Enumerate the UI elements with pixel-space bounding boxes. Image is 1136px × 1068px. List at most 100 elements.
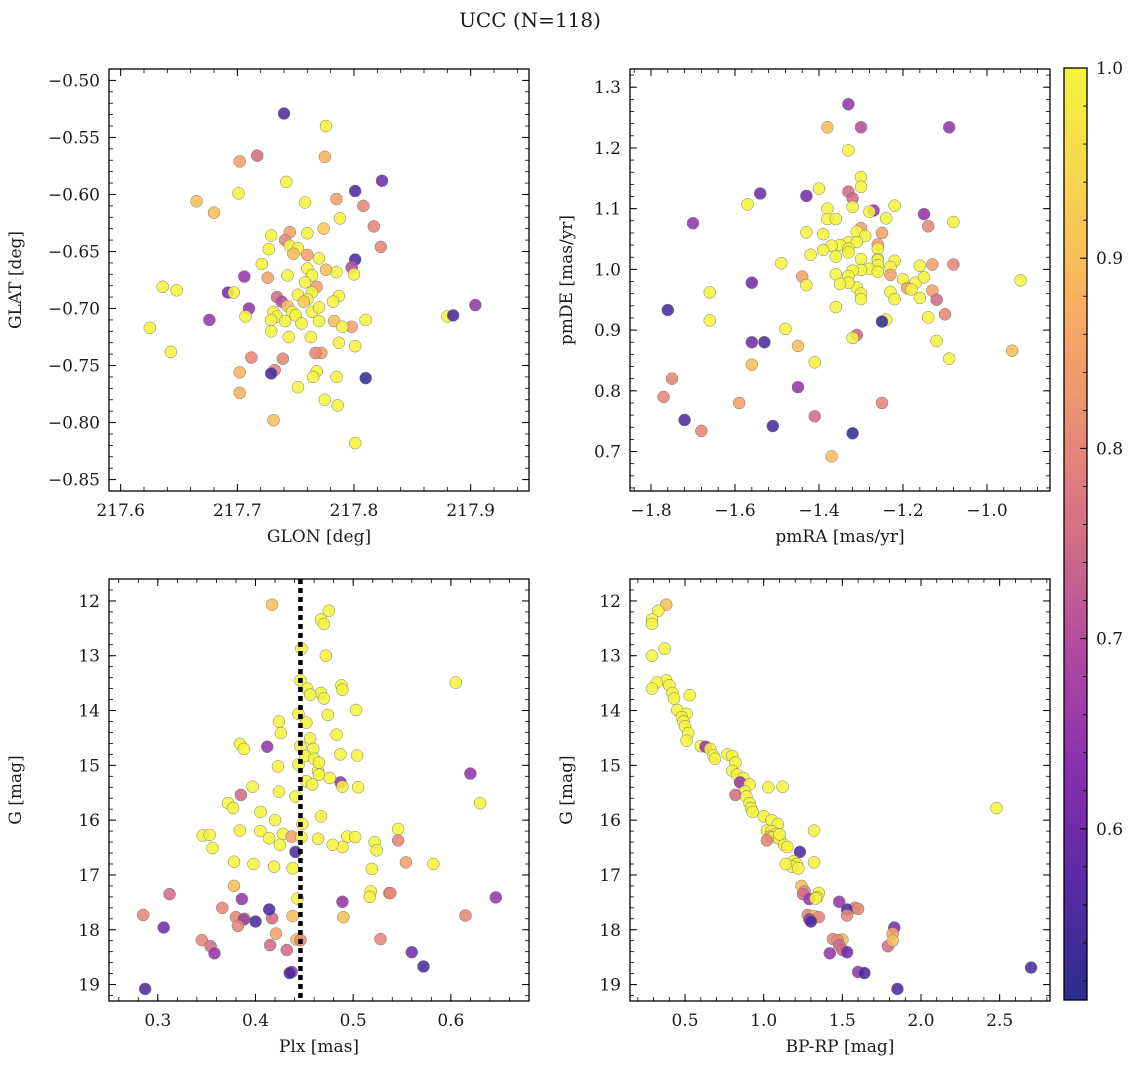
data-point	[854, 180, 868, 194]
data-point	[264, 313, 278, 327]
data-point	[143, 321, 157, 335]
data-point	[334, 748, 347, 761]
data-point	[926, 258, 939, 271]
data-point	[156, 280, 169, 294]
data-point	[262, 903, 276, 916]
data-point	[846, 331, 859, 345]
data-point	[464, 767, 477, 780]
data-point	[391, 834, 405, 847]
data-point	[265, 598, 279, 612]
axes-frame	[108, 578, 530, 1002]
data-point	[312, 756, 326, 769]
data-point	[667, 692, 681, 705]
data-point	[370, 844, 383, 857]
data-point	[336, 780, 349, 793]
data-point	[816, 243, 830, 257]
data-point	[942, 352, 956, 365]
x-tick-label: −1.0	[966, 501, 1007, 521]
data-point	[278, 314, 292, 328]
data-point	[791, 339, 805, 353]
data-point	[261, 271, 274, 284]
data-point	[703, 286, 717, 299]
data-point	[264, 367, 278, 380]
data-point	[282, 330, 295, 344]
data-point	[913, 291, 927, 305]
x-tick-label: 217.9	[446, 501, 495, 521]
data-point	[808, 356, 822, 369]
data-point	[776, 780, 789, 793]
y-tick-label: 13	[78, 647, 100, 667]
data-point	[990, 801, 1003, 815]
data-point	[489, 891, 503, 904]
data-point	[234, 788, 248, 802]
data-point	[246, 780, 259, 793]
data-point	[875, 315, 889, 328]
data-point	[260, 740, 274, 753]
data-point	[863, 205, 876, 218]
y-tick-label: −0.80	[48, 414, 100, 434]
y-tick-label: 13	[599, 647, 621, 667]
y-tick-label: 18	[78, 921, 100, 941]
y-axis-label: GLAT [deg]	[6, 231, 26, 329]
data-point	[298, 276, 312, 289]
data-point	[286, 862, 299, 875]
data-point	[854, 252, 868, 266]
y-axis-label: G [mag]	[6, 755, 26, 824]
data-point	[942, 121, 956, 134]
data-point	[829, 250, 843, 263]
data-point	[686, 216, 700, 230]
x-tick-label: 0.6	[437, 1011, 464, 1031]
data-point	[304, 330, 318, 344]
data-point	[277, 107, 291, 120]
x-tick-label: 2.5	[986, 1011, 1013, 1031]
data-point	[226, 801, 240, 815]
data-point	[363, 890, 377, 904]
y-tick-label: −0.85	[48, 471, 100, 491]
axes-frame	[629, 68, 1051, 492]
data-point	[319, 649, 333, 662]
data-point	[459, 909, 472, 922]
data-point	[286, 909, 299, 923]
axes-frame	[108, 68, 530, 492]
data-point	[336, 320, 349, 334]
data-point	[287, 247, 300, 261]
data-point	[281, 269, 294, 282]
colorbar-tick-label: 0.8	[1096, 439, 1123, 459]
data-point	[233, 824, 247, 837]
data-point	[136, 908, 150, 922]
x-tick-label: 0.3	[144, 1011, 171, 1031]
data-point	[348, 184, 362, 198]
y-tick-label: 1.1	[594, 200, 621, 220]
data-point	[807, 824, 821, 837]
data-point	[938, 308, 952, 321]
panel-glon-glat: 217.6 217.7 217.8 217.9 −0.50 −0.55 −0.60 −0.65…	[6, 68, 530, 547]
y-tick-label: 17	[78, 866, 100, 886]
data-point	[216, 901, 229, 915]
data-point	[337, 910, 350, 924]
data-point	[703, 314, 717, 327]
data-point	[274, 726, 288, 740]
y-tick-label: 12	[599, 592, 621, 612]
scatter-points	[657, 97, 1027, 463]
data-point	[1014, 274, 1027, 287]
data-point	[319, 263, 333, 276]
data-point	[332, 336, 346, 349]
x-axis-label: pmRA [mas/yr]	[775, 527, 904, 547]
data-point	[947, 215, 960, 229]
data-point	[319, 119, 333, 133]
data-point	[233, 155, 246, 168]
y-tick-label: −0.60	[48, 185, 100, 205]
data-point	[645, 617, 659, 631]
data-point	[708, 752, 722, 766]
data-point	[190, 195, 203, 208]
data-point	[745, 276, 759, 289]
data-point	[317, 617, 331, 631]
colorbar-frame	[1063, 67, 1088, 1001]
data-point	[349, 703, 363, 717]
y-tick-label: 16	[78, 811, 100, 831]
data-point	[227, 855, 241, 869]
x-tick-label: −1.8	[630, 501, 671, 521]
y-tick-label: 0.8	[594, 382, 621, 402]
y-tick-label: 1.0	[594, 260, 621, 280]
